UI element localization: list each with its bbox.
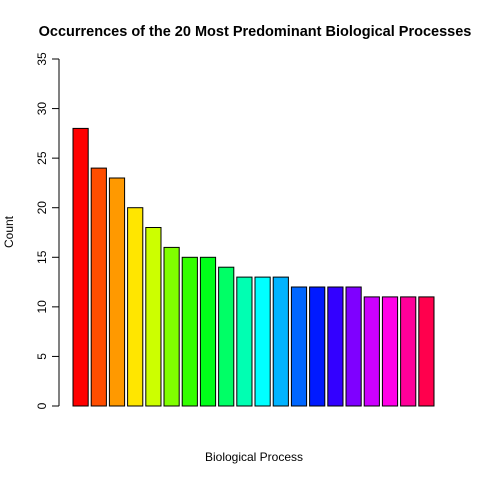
y-tick-label-5: 5	[35, 353, 49, 360]
y-tick-label-35: 35	[35, 52, 49, 66]
bar-1	[72, 127, 89, 407]
y-tick-label-10: 10	[35, 300, 49, 314]
y-tick-label-25: 25	[35, 151, 49, 165]
bar-11	[254, 276, 271, 407]
bar-5	[145, 227, 162, 407]
bar-14	[309, 286, 326, 407]
bar-3	[108, 177, 126, 407]
y-tick-label-0: 0	[35, 402, 49, 409]
bar-12	[272, 276, 289, 407]
bar-10	[236, 276, 253, 407]
bar-17	[363, 296, 380, 407]
bar-20	[418, 296, 435, 407]
bar-18	[381, 296, 399, 407]
y-tick-label-20: 20	[35, 201, 49, 215]
y-tick-label-15: 15	[35, 250, 49, 264]
bar-2	[90, 167, 107, 407]
bar-15	[327, 286, 344, 407]
bar-8	[199, 256, 217, 407]
x-axis-label: Biological Process	[205, 450, 303, 464]
bar-19	[400, 296, 417, 407]
bar-16	[345, 286, 362, 407]
y-axis: 0 5 10 15 20 25 30 35	[35, 52, 60, 409]
bar-4	[127, 207, 144, 407]
bar-7	[181, 256, 198, 407]
y-axis-label: Count	[2, 215, 16, 248]
bar-13	[290, 286, 308, 407]
chart-title: Occurrences of the 20 Most Predominant B…	[39, 24, 472, 40]
bars-group	[72, 127, 435, 407]
bar-6	[163, 246, 180, 407]
y-tick-label-30: 30	[35, 102, 49, 116]
bar-9	[218, 266, 235, 407]
